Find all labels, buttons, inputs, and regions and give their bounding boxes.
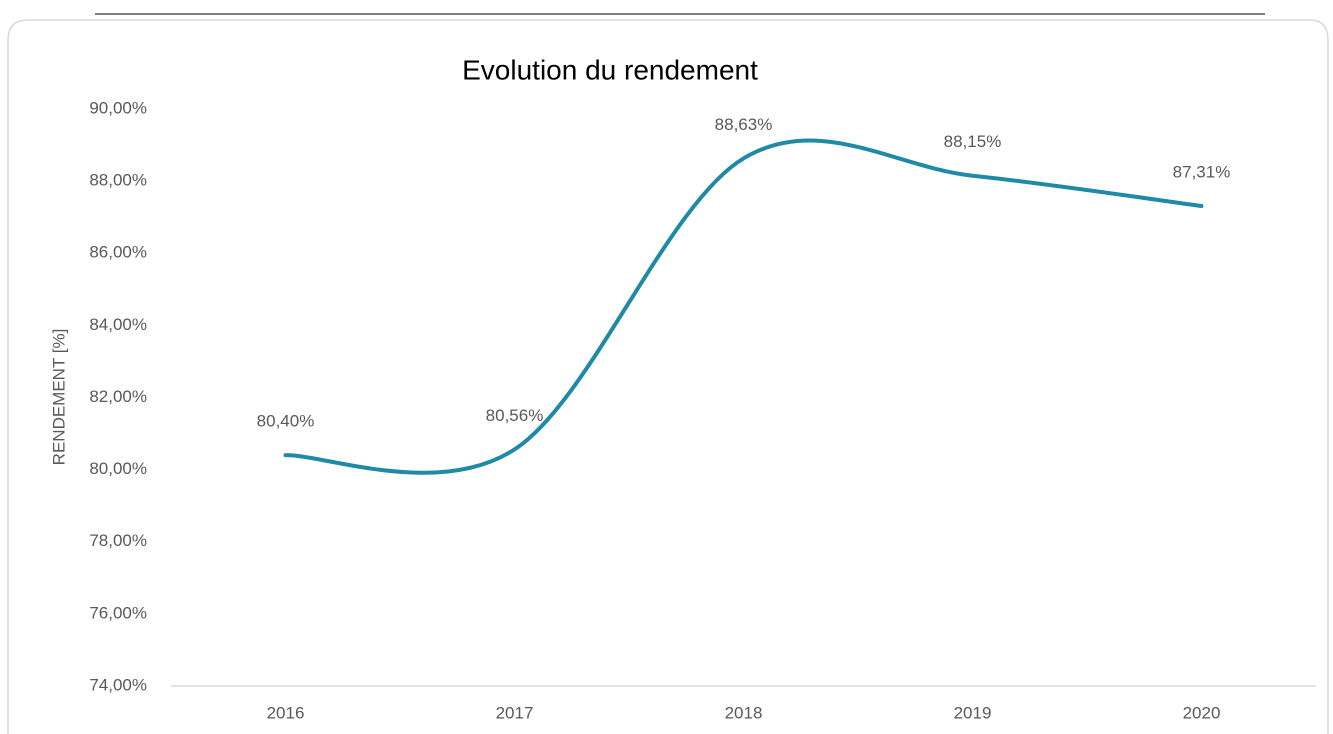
y-tick-label: 78,00% <box>89 531 147 550</box>
data-label: 88,63% <box>715 115 773 134</box>
x-tick-label: 2018 <box>725 703 763 722</box>
y-tick-label: 82,00% <box>89 387 147 406</box>
y-tick-label: 90,00% <box>89 98 147 117</box>
x-tick-label: 2017 <box>496 703 534 722</box>
y-tick-label: 88,00% <box>89 171 147 190</box>
x-tick-label: 2016 <box>267 703 305 722</box>
y-tick-label: 84,00% <box>89 315 147 334</box>
x-tick-label: 2020 <box>1183 703 1221 722</box>
data-label: 87,31% <box>1173 162 1231 181</box>
y-tick-label: 80,00% <box>89 459 147 478</box>
data-label: 88,15% <box>944 132 1002 151</box>
y-axis-label: RENDEMENT [%] <box>49 329 68 466</box>
chart-title: Evolution du rendement <box>462 54 758 85</box>
chart-frame <box>7 19 1329 734</box>
y-tick-label: 74,00% <box>89 675 147 694</box>
y-tick-label: 86,00% <box>89 243 147 262</box>
x-tick-label: 2019 <box>954 703 992 722</box>
data-label: 80,56% <box>486 406 544 425</box>
y-tick-label: 76,00% <box>89 603 147 622</box>
data-label: 80,40% <box>257 412 315 431</box>
series-line <box>283 138 1204 475</box>
